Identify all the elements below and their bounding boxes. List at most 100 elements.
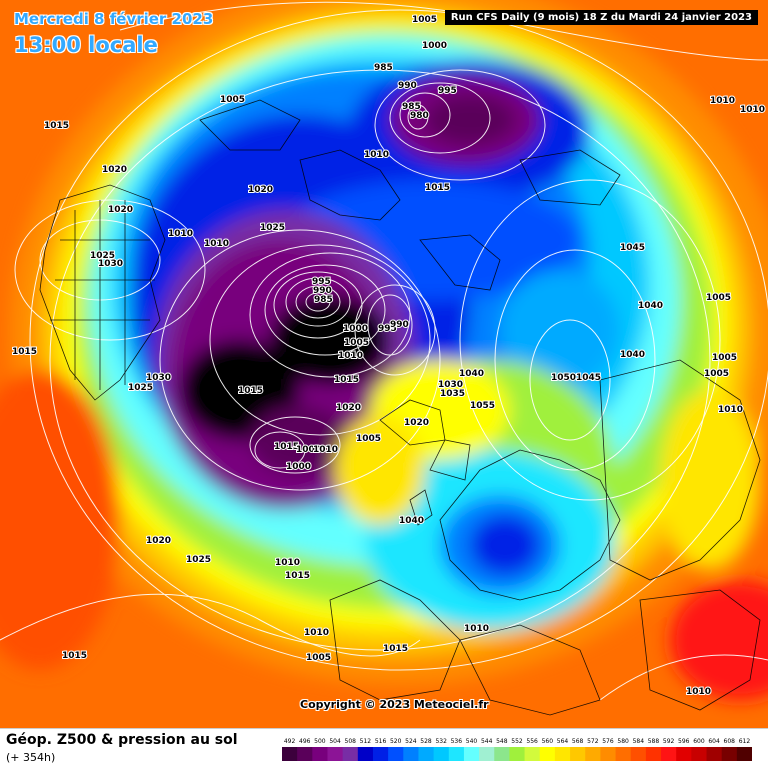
isobar-label: 1000: [286, 462, 311, 472]
isobar-label: 1010: [204, 239, 229, 249]
isobar-label: 1005: [306, 653, 331, 663]
isobar-label: 1010: [313, 445, 338, 455]
isobar-label: 1015: [44, 121, 69, 131]
color-scale-swatch: [479, 747, 495, 761]
color-scale-swatch: [448, 747, 465, 761]
color-scale-tick-label: 572: [587, 738, 599, 745]
isobar-label: 995: [438, 86, 457, 96]
color-scale-swatch: [554, 747, 571, 761]
parameter-title: Géop. Z500 & pression au sol: [6, 732, 238, 748]
color-scale-tick-label: 528: [420, 738, 432, 745]
isobar-label: 1005: [344, 338, 369, 348]
color-scale-tick-label: 556: [526, 738, 538, 745]
isobar-label: 1010: [338, 351, 363, 361]
isobar-label: 1015: [12, 347, 37, 357]
model-run-info: Run CFS Daily (9 mois) 18 Z du Mardi 24 …: [444, 10, 758, 25]
isobar-label: 985: [314, 295, 333, 305]
color-scale-tick-label: 504: [329, 738, 341, 745]
color-scale-tick-label: 512: [360, 738, 372, 745]
color-scale-swatch: [630, 747, 647, 761]
isobar-label: 1005: [712, 353, 737, 363]
isobar-label: 1015: [62, 651, 87, 661]
color-scale-tick-label: 592: [663, 738, 675, 745]
isobar-label: 1005: [706, 293, 731, 303]
isobar-label: 1000: [296, 445, 321, 455]
isobar-label: 985: [374, 63, 393, 73]
color-scale-swatch: [524, 747, 541, 761]
isobar-label: 1015: [285, 571, 310, 581]
color-scale-tick-label: 588: [648, 738, 660, 745]
isobar-label: 985: [402, 102, 421, 112]
isobar-label: 1045: [576, 373, 601, 383]
color-scale-tick-label: 580: [617, 738, 629, 745]
color-scale-swatch: [312, 747, 328, 761]
isobar-label: 1005: [412, 15, 437, 25]
lead-time: (+ 354h): [6, 751, 56, 764]
isobar-label: 980: [410, 111, 429, 121]
isobar-label: 1030: [146, 373, 171, 383]
coastlines: [39, 99, 761, 716]
color-scale-tick-label: 548: [496, 738, 508, 745]
color-scale-tick-label: 612: [739, 738, 751, 745]
isobar-label: 1025: [260, 223, 285, 233]
forecast-map: 1005 1000 985 990 995 985 980 1010 1005 …: [0, 0, 768, 728]
isobar-label: 1010: [464, 624, 489, 634]
isobar-label: 995: [312, 277, 331, 287]
color-scale-swatch: [297, 747, 313, 761]
isobar-label: 1035: [440, 389, 465, 399]
color-scale-swatch: [433, 747, 450, 761]
color-scale-swatch: [721, 747, 738, 761]
color-scale-tick-label: 524: [405, 738, 417, 745]
isobar-label: 1010: [718, 405, 743, 415]
color-scale-swatch: [282, 747, 298, 761]
isobar-label: 1030: [98, 259, 123, 269]
color-scale-swatch: [372, 747, 389, 761]
color-scale-tick-label: 576: [602, 738, 614, 745]
color-scale-tick-label: 520: [390, 738, 402, 745]
isobar-label: 1050: [551, 373, 576, 383]
map-canvas: 1005 1000 985 990 995 985 980 1010 1005 …: [0, 0, 768, 728]
color-scale-swatch: [403, 747, 419, 761]
isobar-label: 1015: [334, 375, 359, 385]
isobar-label: 1010: [740, 105, 765, 115]
color-scale-tick-label: 496: [299, 738, 311, 745]
isobar-label: 1010: [168, 229, 193, 239]
isobar-label: 1000: [422, 41, 447, 51]
isobar-label: 990: [313, 286, 332, 296]
color-scale-swatch: [418, 747, 435, 761]
color-scale-swatch: [509, 747, 525, 761]
color-scale-swatch: [736, 747, 752, 761]
color-scale-swatch: [706, 747, 723, 761]
color-scale-tick-label: 540: [466, 738, 478, 745]
isobar-label: 1020: [146, 536, 171, 546]
color-scale-swatch: [585, 747, 601, 761]
isobar-label: 1040: [459, 369, 484, 379]
color-scale-swatch: [463, 747, 480, 761]
isobar-label: 1040: [399, 516, 424, 526]
geopotential-field: [0, 0, 768, 700]
isobar-label: 990: [398, 81, 417, 91]
color-scale-tick-label: 536: [451, 738, 463, 745]
color-scale-swatch: [691, 747, 707, 761]
isobar-label: 1030: [438, 380, 463, 390]
isobar-label: 1040: [638, 301, 663, 311]
color-scale-swatch: [494, 747, 510, 761]
isobar-label: 1020: [404, 418, 429, 428]
color-scale-tick-label: 516: [375, 738, 387, 745]
color-scale-tick-label: 552: [511, 738, 523, 745]
forecast-date: Mercredi 8 février 2023: [14, 10, 214, 28]
isobar-label: 1010: [364, 150, 389, 160]
color-scale-tick-label: 532: [435, 738, 447, 745]
legend-footer: Géop. Z500 & pression au sol (+ 354h) 49…: [0, 728, 768, 769]
color-scale-swatch: [570, 747, 586, 761]
color-scale-tick-label: 500: [314, 738, 326, 745]
color-scale-swatch: [342, 747, 359, 761]
color-scale-swatch: [600, 747, 616, 761]
color-scale: 492 496 500 504 508 512 516 520 524 528 532 536 540 5…: [282, 738, 752, 761]
isobar-label: 1010: [275, 558, 300, 568]
isobar-label: 1000: [343, 324, 368, 334]
isobar-label: 1020: [108, 205, 133, 215]
color-scale-swatch: [357, 747, 374, 761]
forecast-local-time: 13:00 locale: [14, 33, 158, 57]
isobar-label: 1010: [686, 687, 711, 697]
